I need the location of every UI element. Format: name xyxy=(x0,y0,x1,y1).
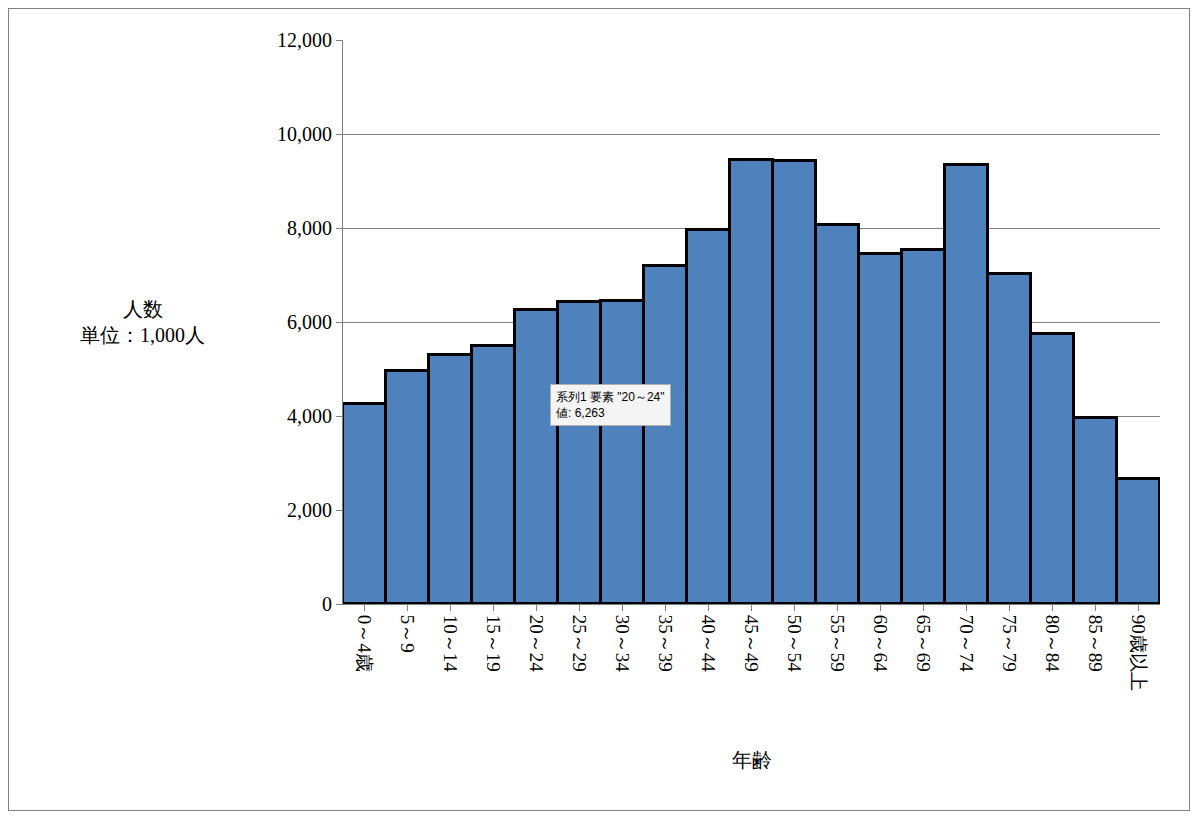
svg-text:65～69: 65～69 xyxy=(913,615,934,672)
svg-text:年齢: 年齢 xyxy=(732,749,772,771)
svg-text:85～89: 85～89 xyxy=(1085,615,1106,672)
svg-text:12,000: 12,000 xyxy=(277,29,332,51)
svg-text:75～79: 75～79 xyxy=(999,615,1020,672)
svg-text:4,000: 4,000 xyxy=(287,405,332,427)
svg-text:6,000: 6,000 xyxy=(287,311,332,333)
svg-text:40～44: 40～44 xyxy=(698,615,719,673)
svg-text:30～34: 30～34 xyxy=(612,615,633,673)
svg-text:0: 0 xyxy=(322,593,332,615)
svg-text:人数単位：1,000人: 人数単位：1,000人 xyxy=(80,298,205,346)
svg-text:15～19: 15～19 xyxy=(483,615,504,672)
svg-text:10,000: 10,000 xyxy=(277,123,332,145)
svg-text:8,000: 8,000 xyxy=(287,217,332,239)
svg-text:5～9: 5～9 xyxy=(397,615,418,653)
svg-text:70～74: 70～74 xyxy=(956,615,977,673)
svg-text:60～64: 60～64 xyxy=(870,615,891,673)
svg-text:20～24: 20～24 xyxy=(526,615,547,673)
svg-text:50～54: 50～54 xyxy=(784,615,805,673)
svg-text:系列1 要素 "20～24"値: 6,263: 系列1 要素 "20～24"値: 6,263 xyxy=(556,390,665,420)
svg-text:0～4歳: 0～4歳 xyxy=(354,615,375,672)
svg-text:25～29: 25～29 xyxy=(569,615,590,672)
svg-text:10～14: 10～14 xyxy=(440,615,461,673)
svg-text:80～84: 80～84 xyxy=(1042,615,1063,673)
svg-text:55～59: 55～59 xyxy=(827,615,848,672)
svg-text:35～39: 35～39 xyxy=(655,615,676,672)
svg-text:2,000: 2,000 xyxy=(287,499,332,521)
svg-text:90歳以上: 90歳以上 xyxy=(1128,615,1149,691)
svg-text:45～49: 45～49 xyxy=(741,615,762,672)
